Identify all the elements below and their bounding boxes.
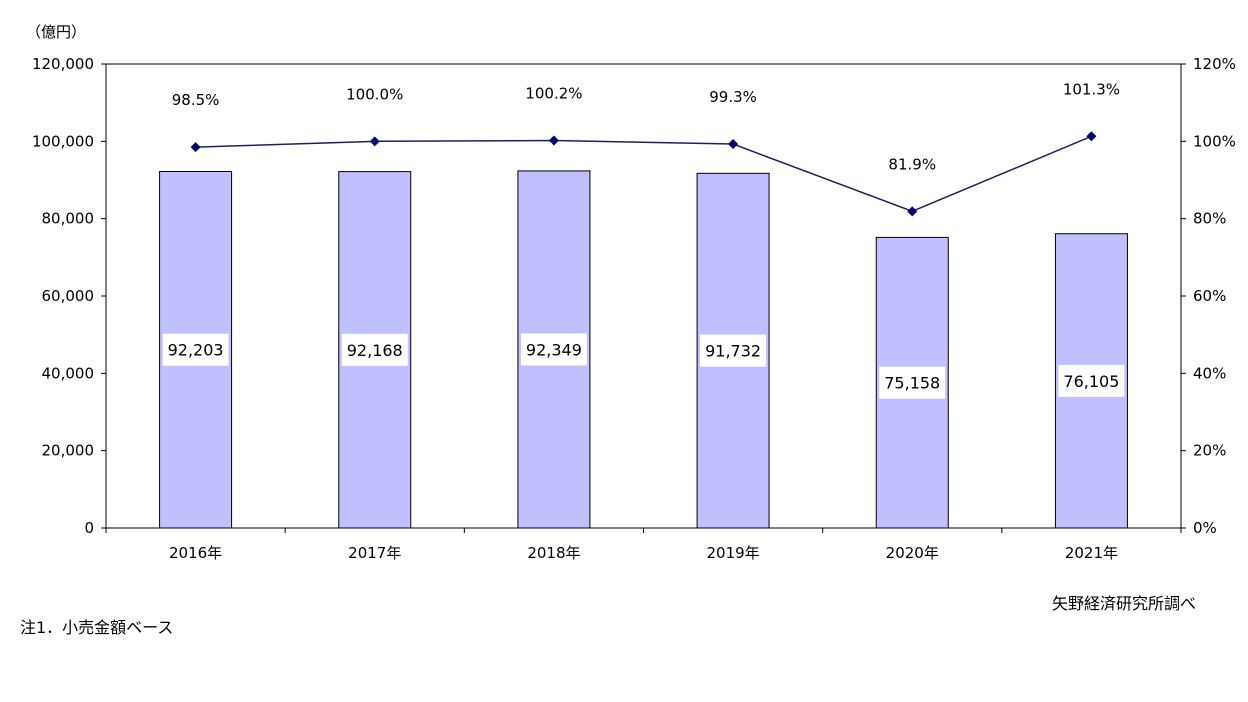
footnote: 注1．小売金額ベース [20, 618, 174, 637]
line-point [190, 142, 201, 153]
line-point [907, 206, 918, 217]
y2-tick-label: 120% [1193, 55, 1236, 73]
bar-label-bg [1058, 364, 1125, 397]
bar-label-bg [700, 334, 767, 367]
bar-value-label: 92,203 [168, 341, 224, 360]
y2-tick-label: 40% [1193, 364, 1226, 382]
bar-value-label: 75,158 [884, 374, 940, 393]
line-point [369, 136, 380, 147]
line-point [1086, 131, 1097, 142]
line-value-label: 98.5% [172, 91, 220, 109]
y-tick-label: 80,000 [42, 210, 95, 228]
y2-tick-label: 0% [1193, 519, 1217, 537]
bar-value-label: 76,105 [1063, 372, 1119, 391]
x-tick-label: 2018年 [527, 544, 580, 562]
y2-tick-label: 20% [1193, 442, 1226, 460]
x-tick-label: 2019年 [706, 544, 759, 562]
y-tick-label: 0 [84, 519, 94, 537]
line-value-label: 81.9% [888, 155, 936, 173]
bar-label-bg [879, 366, 946, 399]
line-value-label: 100.0% [346, 85, 403, 103]
bar-value-label: 92,168 [347, 341, 403, 360]
plot-area: 0 20,000 40,000 60,000 80,000 100,000 120,000 0… [32, 55, 1236, 562]
y-tick-label: 40,000 [42, 364, 95, 382]
y2-tick-label: 100% [1193, 132, 1236, 150]
y2-tick-label: 60% [1193, 287, 1226, 305]
bar-label-bg [520, 333, 587, 366]
line-value-label: 99.3% [709, 88, 757, 106]
y-tick-label: 60,000 [42, 287, 95, 305]
bar-value-label: 91,732 [705, 342, 761, 361]
line-value-label: 100.2% [525, 85, 582, 103]
plot-frame [105, 63, 1182, 529]
bar-value-label: 92,349 [526, 340, 582, 359]
y-tick-label: 120,000 [32, 55, 94, 73]
line-value-label: 101.3% [1063, 80, 1120, 98]
line-point [548, 135, 559, 146]
x-tick-label: 2020年 [886, 544, 939, 562]
y-tick-label: 100,000 [32, 132, 94, 150]
x-tick-label: 2021年 [1065, 544, 1118, 562]
source-note: 矢野経済研究所調べ [1051, 594, 1196, 613]
y-axis-unit-label: （億円） [26, 23, 86, 41]
y2-tick-label: 80% [1193, 210, 1226, 228]
bar-label-bg [341, 333, 408, 366]
x-tick-label: 2016年 [169, 544, 222, 562]
x-tick-label: 2017年 [348, 544, 401, 562]
y-tick-label: 20,000 [42, 442, 95, 460]
line-series [195, 135, 1092, 213]
bar-label-bg [162, 333, 229, 366]
line-point [728, 139, 739, 150]
